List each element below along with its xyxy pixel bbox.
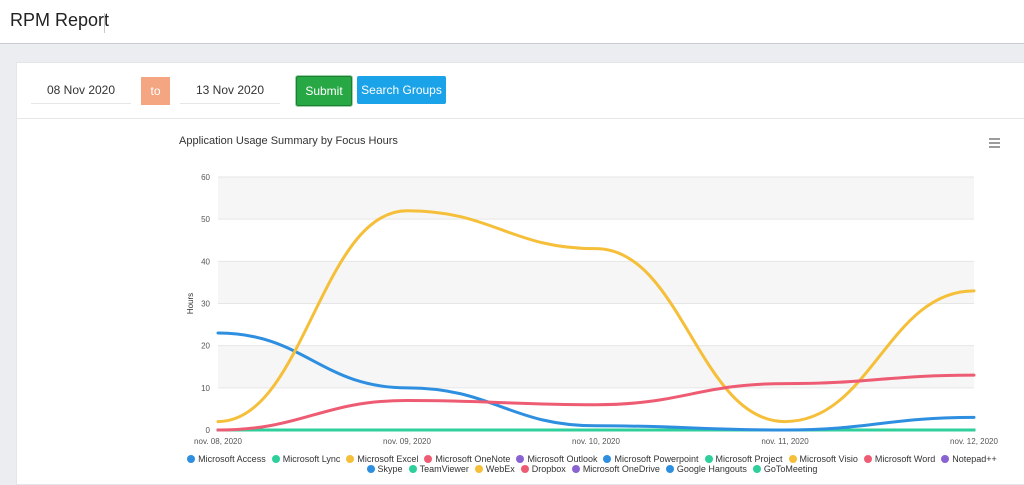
x-tick-label: nov. 09, 2020 <box>383 437 431 446</box>
legend-marker <box>571 465 580 473</box>
legend-label: Microsoft Visio <box>799 454 858 464</box>
legend-item[interactable]: WebEx <box>474 464 515 474</box>
legend-item[interactable]: Microsoft Powerpoint <box>603 454 699 464</box>
legend-marker <box>752 465 761 473</box>
legend-item[interactable]: Microsoft OneDrive <box>571 464 660 474</box>
legend-label: Microsoft Outlook <box>527 454 598 464</box>
legend-marker <box>941 455 950 463</box>
legend-label: Microsoft Excel <box>357 454 419 464</box>
legend-item[interactable]: Microsoft Access <box>187 454 266 464</box>
legend-marker <box>271 455 280 463</box>
y-tick-label: 40 <box>201 257 210 266</box>
x-tick-label: nov. 11, 2020 <box>761 437 809 446</box>
legend-label: Microsoft Lync <box>282 454 341 464</box>
legend-marker <box>603 455 612 463</box>
legend-label: Microsoft OneDrive <box>582 464 660 474</box>
legend-marker <box>474 465 483 473</box>
filter-row: 08 Nov 2020 to 13 Nov 2020 Submit Search… <box>17 63 1024 119</box>
title-separator <box>104 13 105 33</box>
y-axis-label: Hours <box>186 293 195 314</box>
plot-band <box>218 261 974 304</box>
legend-label: Skype <box>377 464 403 474</box>
legend-label: Microsoft Powerpoint <box>614 454 699 464</box>
legend-label: Microsoft OneNote <box>435 454 511 464</box>
from-date-input[interactable]: 08 Nov 2020 <box>31 77 131 104</box>
chart-legend: Microsoft Access Microsoft Lync Microsoft … <box>167 454 1017 474</box>
top-bar: RPM Report <box>0 0 1024 44</box>
legend-item[interactable]: Google Hangouts <box>665 464 747 474</box>
legend-item[interactable]: GoToMeeting <box>752 464 818 474</box>
legend-item[interactable]: Notepad++ <box>941 454 997 464</box>
to-date-input[interactable]: 13 Nov 2020 <box>180 77 280 104</box>
legend-label: Google Hangouts <box>676 464 747 474</box>
x-tick-label: nov. 08, 2020 <box>194 437 242 446</box>
legend-item[interactable]: Microsoft OneNote <box>424 454 510 464</box>
search-groups-button[interactable]: Search Groups <box>357 76 446 104</box>
y-tick-label: 30 <box>201 300 210 309</box>
legend-marker <box>187 455 196 463</box>
legend-item[interactable]: Dropbox <box>520 464 566 474</box>
series-line-microsoft-onenote <box>216 373 976 432</box>
legend-item[interactable]: Microsoft Word <box>863 454 936 464</box>
legend-marker <box>366 465 375 473</box>
legend-item[interactable]: TeamViewer <box>408 464 469 474</box>
legend-item[interactable]: Skype <box>366 464 403 474</box>
legend-marker <box>424 455 433 463</box>
legend-label: Microsoft Access <box>198 454 266 464</box>
legend-item[interactable]: Microsoft Project <box>704 454 783 464</box>
series-line-microsoft-excel <box>216 209 976 424</box>
y-tick-label: 50 <box>201 215 210 224</box>
legend-marker <box>346 455 355 463</box>
legend-item[interactable]: Microsoft Visio <box>788 454 858 464</box>
page-title: RPM Report <box>10 10 110 30</box>
legend-label: Microsoft Word <box>874 454 936 464</box>
x-tick-label: nov. 10, 2020 <box>572 437 620 446</box>
legend-marker <box>704 455 713 463</box>
y-tick-label: 0 <box>206 426 211 435</box>
legend-marker <box>665 465 674 473</box>
legend-label: Microsoft Project <box>715 454 783 464</box>
legend-label: Dropbox <box>531 464 566 474</box>
legend-item[interactable]: Microsoft Lync <box>271 454 341 464</box>
legend-marker <box>788 455 797 463</box>
legend-marker <box>408 465 417 473</box>
to-label: to <box>141 77 170 105</box>
legend-label: WebEx <box>485 464 515 474</box>
legend-item[interactable]: Microsoft Excel <box>346 454 418 464</box>
legend-label: Notepad++ <box>952 454 997 464</box>
plot-band <box>218 177 974 220</box>
hamburger-icon[interactable] <box>989 138 1000 148</box>
chart-area: 0 10 20 30 40 50 60 nov. 08, 2020 nov. 09, 2020 n… <box>17 119 1024 484</box>
legend-item[interactable]: Microsoft Outlook <box>516 454 597 464</box>
line-chart: 0 10 20 30 40 50 60 nov. 08, 2020 nov. 09, 2020 n… <box>179 135 1000 446</box>
submit-button[interactable]: Submit <box>296 76 352 106</box>
legend-marker <box>516 455 525 463</box>
x-tick-label: nov. 12, 2020 <box>950 437 998 446</box>
chart-title: Application Usage Summary by Focus Hours <box>179 135 398 147</box>
y-tick-label: 60 <box>201 173 210 182</box>
legend-label: TeamViewer <box>419 464 469 474</box>
legend-marker <box>863 455 872 463</box>
report-panel: 08 Nov 2020 to 13 Nov 2020 Submit Search… <box>16 62 1024 485</box>
series-line-microsoft-access <box>216 331 976 432</box>
legend-label: GoToMeeting <box>763 464 818 474</box>
y-tick-label: 10 <box>201 384 210 393</box>
y-tick-label: 20 <box>201 342 210 351</box>
legend-marker <box>520 465 529 473</box>
